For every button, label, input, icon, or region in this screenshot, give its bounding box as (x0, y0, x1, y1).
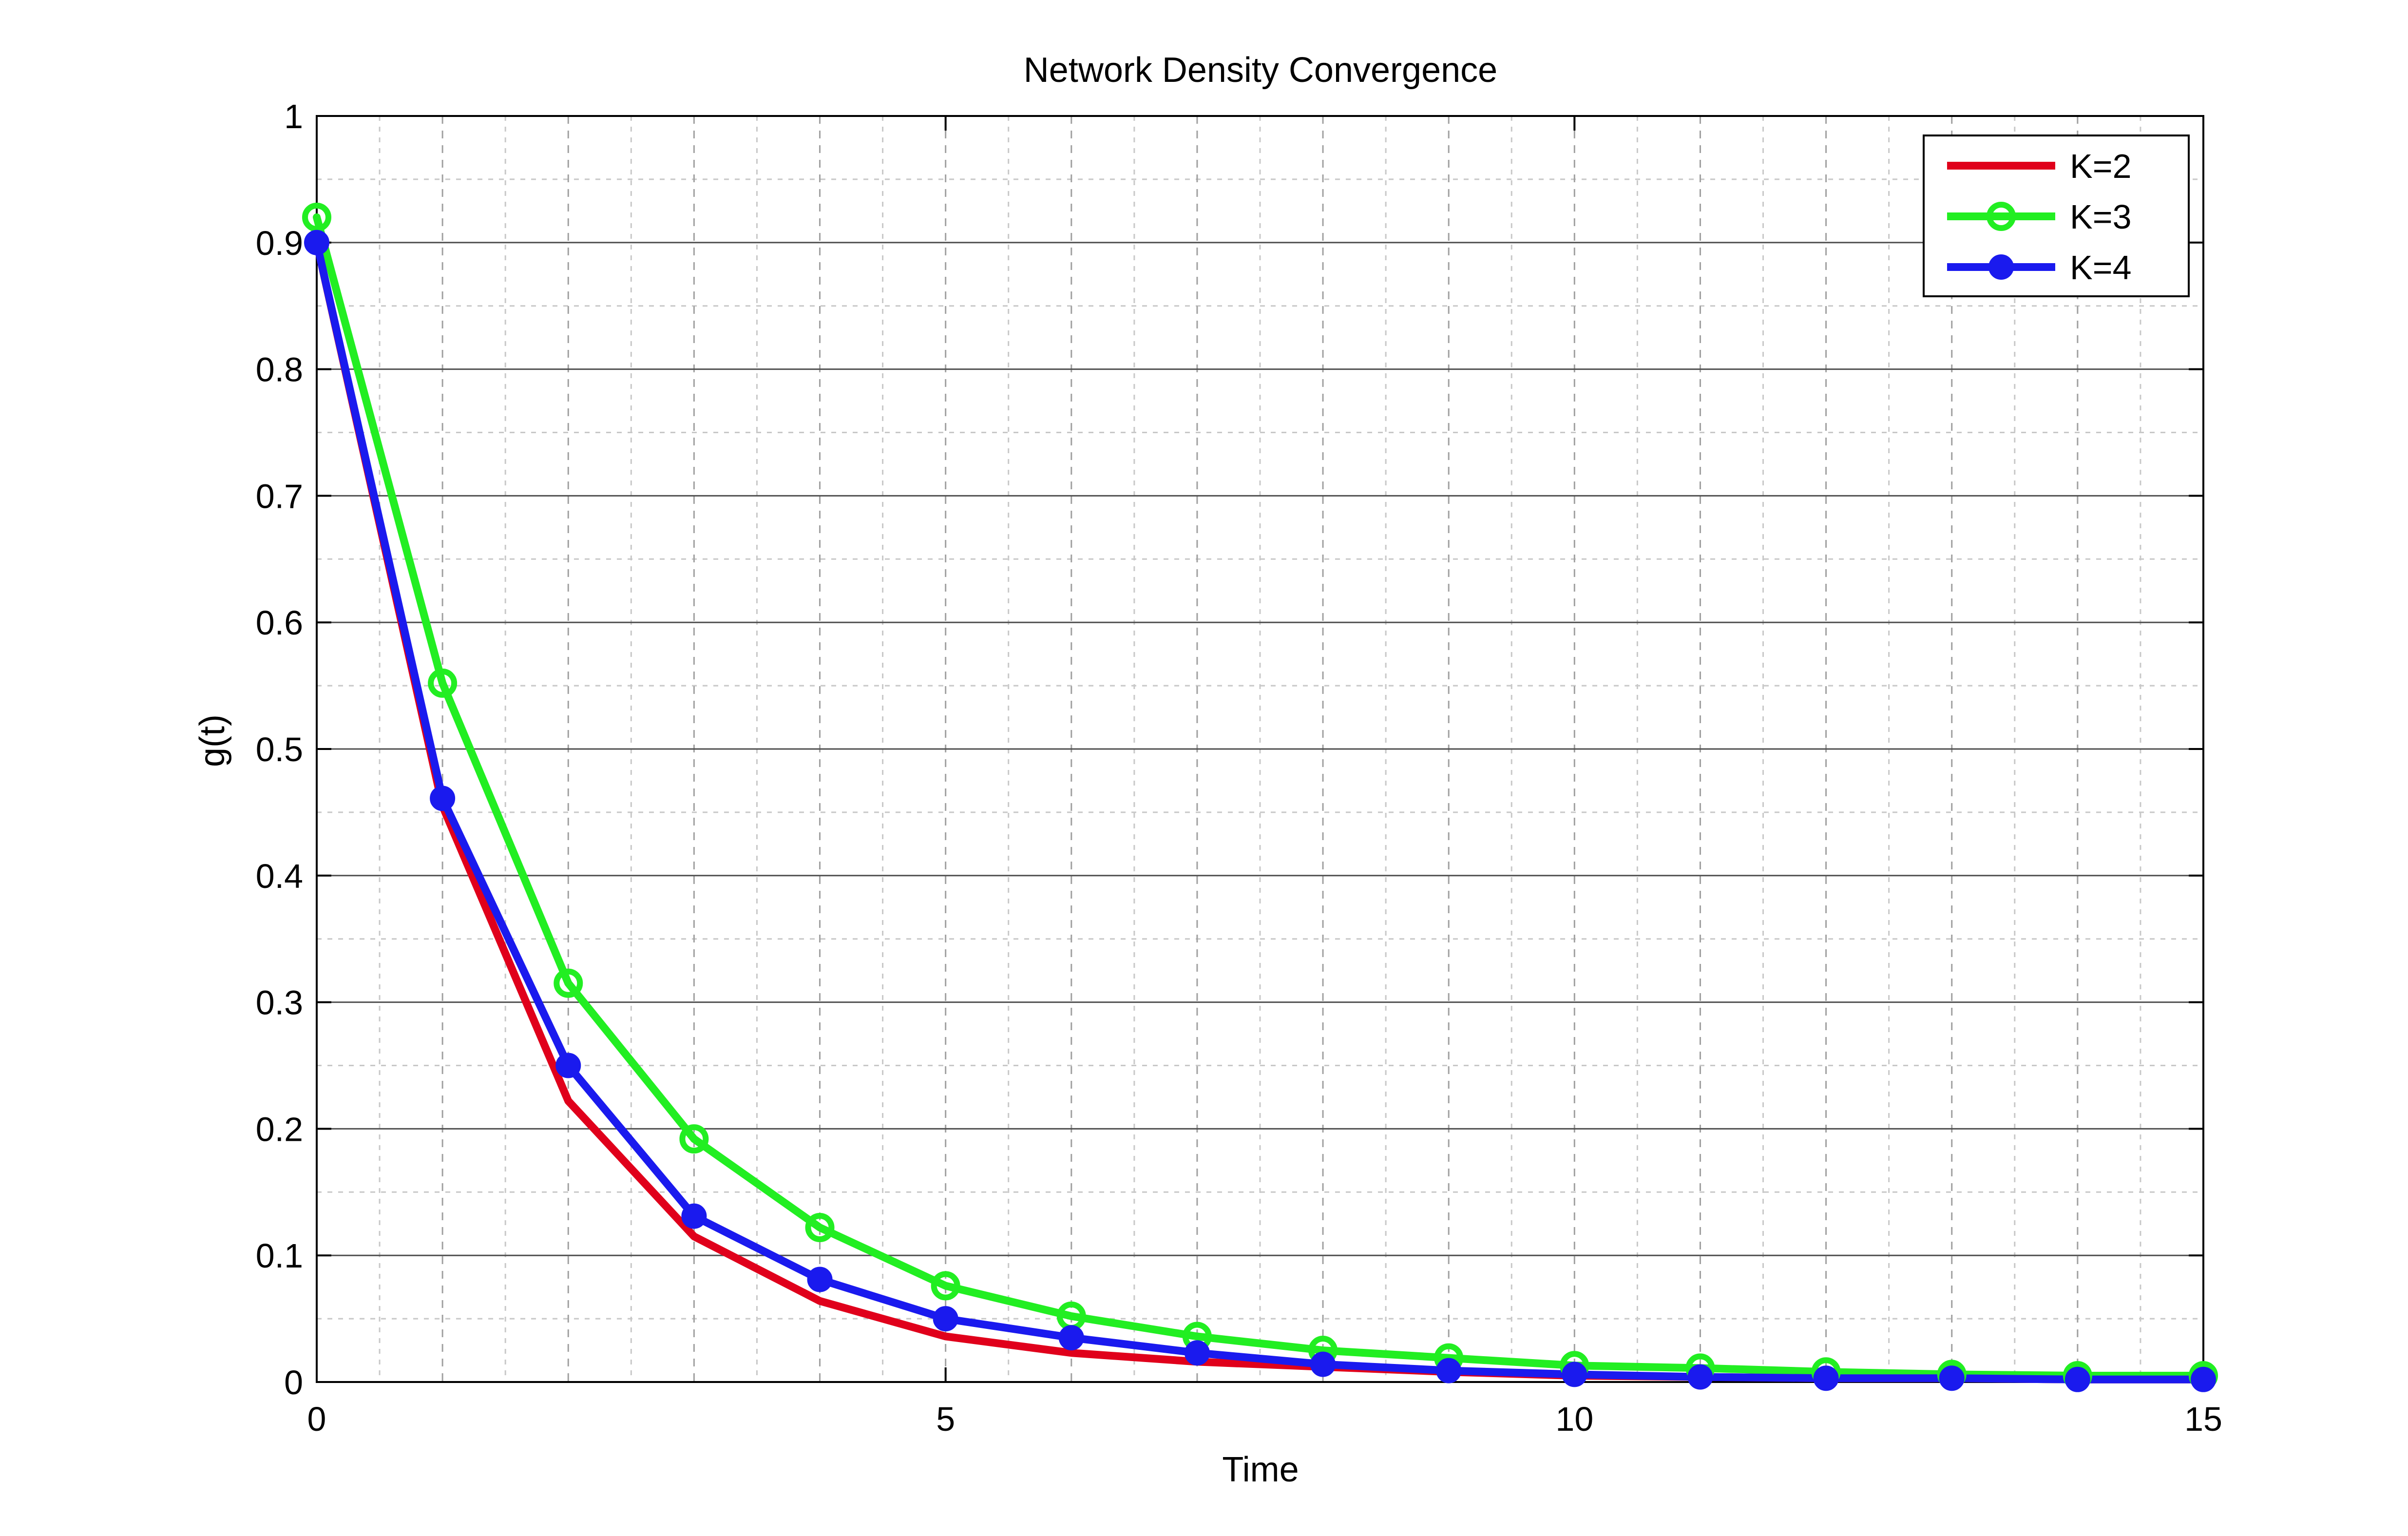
data-point-K=4 (1436, 1358, 1462, 1383)
data-point-K=4 (304, 230, 329, 255)
y-tick-label: 0.5 (256, 730, 303, 768)
series-line-K=3 (313, 213, 2207, 1380)
data-point-K=3 (428, 668, 458, 698)
legend-swatch-marker (1987, 202, 2016, 231)
y-tick-label: 1 (284, 97, 303, 135)
legend-label: K=3 (2070, 198, 2132, 236)
data-point-K=4 (555, 1053, 581, 1078)
data-point-K=3 (679, 1124, 709, 1154)
series-markers (302, 202, 2218, 1392)
legend-swatch-marker (1988, 254, 2014, 280)
data-point-K=3 (805, 1213, 835, 1243)
y-tick-label: 0.2 (256, 1110, 303, 1148)
y-tick-label: 0.6 (256, 604, 303, 642)
data-point-K=4 (933, 1306, 958, 1332)
data-point-K=4 (807, 1267, 833, 1292)
data-point-K=3 (931, 1271, 960, 1301)
data-point-K=4 (1184, 1340, 1210, 1366)
y-tick-label: 0.9 (256, 224, 303, 262)
legend: K=2 K=3 K=4 (1923, 134, 2190, 297)
series-lines (313, 213, 2207, 1383)
x-tick-label: 5 (936, 1400, 955, 1438)
series-line-K=4 (313, 238, 2207, 1383)
data-point-K=3 (302, 202, 331, 232)
data-point-K=4 (430, 786, 456, 811)
data-point-K=3 (554, 968, 583, 998)
y-tick-label: 0.1 (256, 1237, 303, 1275)
y-tick-label: 0.3 (256, 984, 303, 1022)
chart-title: Network Density Convergence (1024, 51, 1497, 90)
data-point-K=4 (1813, 1365, 1839, 1391)
y-tick-label: 0.4 (256, 857, 303, 895)
data-point-K=4 (1939, 1365, 1965, 1391)
legend-label: K=2 (2070, 147, 2132, 185)
y-tick-label: 0.7 (256, 477, 303, 515)
data-point-K=4 (1562, 1362, 1587, 1387)
data-point-K=4 (1058, 1325, 1084, 1351)
x-tick-label: 10 (1555, 1400, 1593, 1438)
axis-ticks: 0 5 10 15 0 0.1 0.2 0.3 0.4 0.5 0.6 0.7 0.8 0.9 1 (256, 97, 2222, 1438)
x-tick-label: 15 (2184, 1400, 2222, 1438)
data-point-K=4 (1310, 1351, 1336, 1377)
y-tick-label: 0 (284, 1363, 303, 1402)
x-axis-label: Time (1222, 1450, 1299, 1489)
data-point-K=4 (681, 1203, 707, 1229)
y-tick-label: 0.8 (256, 351, 303, 389)
grid (317, 116, 2203, 1382)
legend-label: K=4 (2070, 249, 2132, 287)
data-point-K=4 (1687, 1364, 1713, 1390)
y-axis-label: g(t) (193, 714, 232, 767)
data-point-K=4 (2191, 1366, 2216, 1392)
data-point-K=4 (2064, 1366, 2090, 1392)
x-tick-label: 0 (307, 1400, 326, 1438)
